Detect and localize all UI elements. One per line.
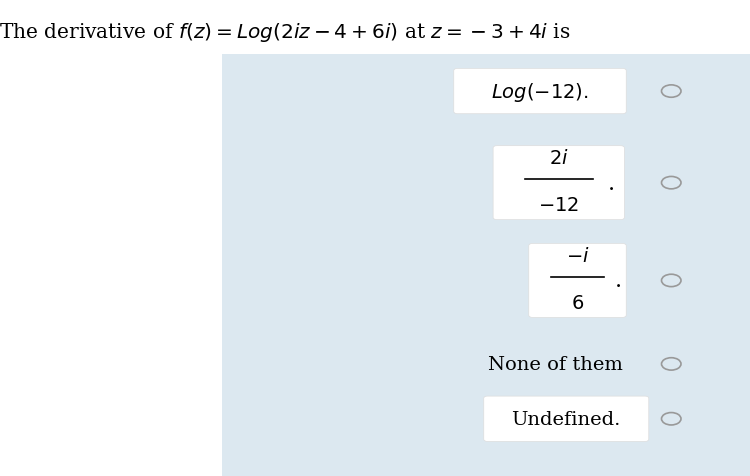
Text: .: .	[615, 270, 622, 292]
Text: $Log(-12).$: $Log(-12).$	[491, 80, 589, 103]
Text: $2i$: $2i$	[549, 149, 568, 168]
FancyBboxPatch shape	[494, 147, 624, 220]
FancyBboxPatch shape	[529, 244, 626, 318]
FancyBboxPatch shape	[222, 55, 750, 476]
Text: Undefined.: Undefined.	[512, 410, 621, 428]
Text: The derivative of $f(z) = Log(2iz - 4 + 6i)$ at $z = -3 + 4i$ is: The derivative of $f(z) = Log(2iz - 4 + …	[0, 21, 571, 44]
Text: None of them: None of them	[488, 355, 622, 373]
Text: $-i$: $-i$	[566, 247, 590, 266]
Text: $6$: $6$	[571, 294, 584, 312]
FancyBboxPatch shape	[454, 69, 626, 114]
FancyBboxPatch shape	[484, 396, 649, 442]
Text: $-12$: $-12$	[538, 197, 579, 215]
Text: .: .	[608, 172, 615, 194]
